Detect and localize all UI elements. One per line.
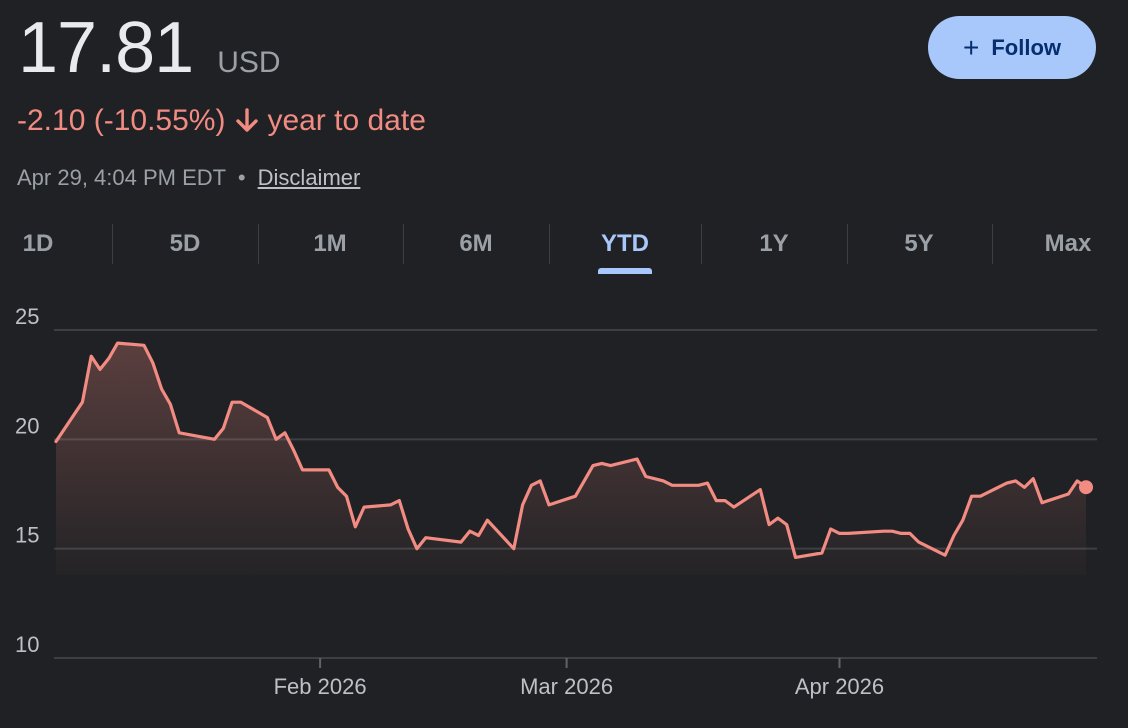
quote-meta: Apr 29, 4:04 PM EDT • Disclaimer [17,165,360,191]
price-area-fill [56,343,1086,575]
arrow-down-icon [235,108,259,134]
y-tick-label: 25 [15,304,39,329]
y-tick-label: 20 [15,413,39,438]
price-change: -2.10 (-10.55%) year to date [17,104,426,138]
tab-1m[interactable]: 1M [313,230,347,257]
tab-6m[interactable]: 6M [459,230,493,257]
last-price-dot [1079,480,1093,495]
tab-divider [258,224,259,264]
x-tick-label: Apr 2026 [795,674,884,699]
tab-1d[interactable]: 1D [22,230,54,257]
currency-label: USD [217,46,281,79]
tab-5d[interactable]: 5D [169,230,201,257]
tab-ytd[interactable]: YTD [601,230,649,257]
tab-max[interactable]: Max [1044,230,1092,257]
tab-divider [403,224,404,264]
active-tab-indicator [598,268,652,274]
price-chart[interactable]: 25 20 15 10 Feb 2026 Mar 2026 Apr 2026 [0,300,1128,720]
change-value: -2.10 (-10.55%) [17,104,226,137]
separator: • [237,165,246,190]
tab-divider [847,224,848,264]
y-tick-label: 10 [15,632,39,657]
tab-divider [112,224,113,264]
x-tick-label: Feb 2026 [274,674,367,699]
x-tick-label: Mar 2026 [520,674,613,699]
follow-button-label: Follow [991,34,1061,60]
disclaimer-link[interactable]: Disclaimer [257,165,361,190]
price-line [54,341,1088,559]
plus-icon: + [962,31,980,63]
tab-divider [992,224,993,264]
tab-1y[interactable]: 1Y [759,230,789,257]
price-row: 17.81 USD [18,12,281,84]
range-tabs: 1D 5D 1M 6M YTD 1Y 5Y Max [0,220,1128,276]
tab-divider [549,224,550,264]
current-price: 17.81 [18,8,194,88]
timestamp: Apr 29, 4:04 PM EDT [17,165,226,190]
tab-5y[interactable]: 5Y [904,230,934,257]
tab-divider [701,224,702,264]
follow-button[interactable]: + Follow [928,16,1096,79]
y-tick-label: 15 [15,523,39,548]
change-period: year to date [267,104,426,137]
